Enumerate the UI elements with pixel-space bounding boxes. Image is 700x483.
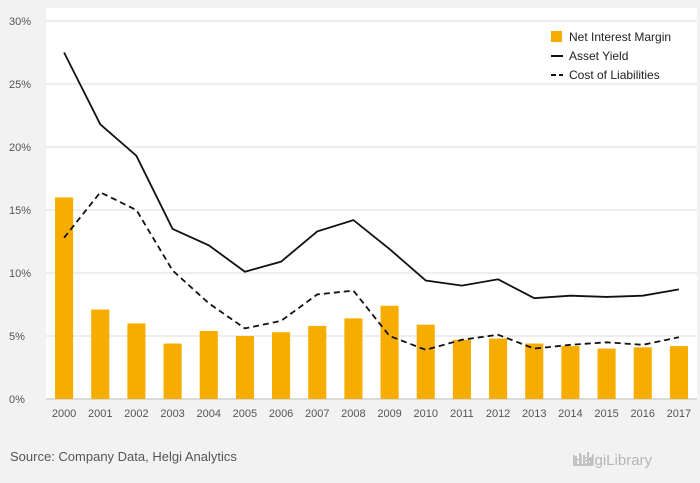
bar <box>380 305 399 399</box>
x-tick-label: 2012 <box>486 408 510 420</box>
bar <box>597 348 616 399</box>
legend-label-net-interest-margin: Net Interest Margin <box>569 30 671 44</box>
legend-label-cost-of-liabilities: Cost of Liabilities <box>569 68 660 82</box>
y-tick-label: 5% <box>9 331 25 343</box>
x-tick-label: 2013 <box>522 408 546 420</box>
x-tick-label: 2007 <box>305 408 329 420</box>
bar <box>55 197 74 399</box>
bar <box>344 318 363 399</box>
x-tick-label: 2008 <box>341 408 365 420</box>
library-building-icon <box>573 452 593 466</box>
x-tick-label: 2001 <box>88 408 112 420</box>
x-tick-label: 2005 <box>233 408 257 420</box>
bar <box>272 332 291 399</box>
bar <box>127 323 146 399</box>
y-tick-label: 15% <box>9 205 31 217</box>
bar-series <box>55 197 688 399</box>
x-tick-label: 2010 <box>414 408 438 420</box>
y-tick-label: 30% <box>9 16 31 28</box>
x-axis: 2000 2001 2002 2003 2004 2005 2006 2007 2008 2009… <box>52 408 691 420</box>
bar <box>669 346 688 399</box>
x-tick-label: 2002 <box>124 408 148 420</box>
bar <box>525 343 544 399</box>
bar <box>633 347 652 399</box>
x-tick-label: 2000 <box>52 408 76 420</box>
bar <box>561 346 580 399</box>
y-tick-label: 25% <box>9 79 31 91</box>
bar <box>163 343 182 399</box>
y-axis: 0% 5% 10% 15% 20% 25% 30% <box>9 16 31 406</box>
x-tick-label: 2009 <box>377 408 401 420</box>
bar <box>91 309 110 399</box>
cost-of-liabilities-line <box>63 191 680 351</box>
x-tick-label: 2011 <box>450 408 474 420</box>
bar <box>199 330 218 399</box>
x-tick-label: 2014 <box>558 408 582 420</box>
bar <box>452 339 471 399</box>
legend-swatch-net-interest-margin <box>551 31 562 42</box>
source-note: Source: Company Data, Helgi Analytics <box>10 449 237 464</box>
asset-yield-line <box>63 52 680 300</box>
x-tick-label: 2006 <box>269 408 293 420</box>
grid-layer <box>46 20 697 400</box>
x-tick-label: 2015 <box>594 408 618 420</box>
legend-label-asset-yield: Asset Yield <box>569 49 628 63</box>
x-tick-label: 2003 <box>160 408 184 420</box>
plot-background <box>46 8 697 399</box>
x-tick-label: 2017 <box>667 408 691 420</box>
y-tick-label: 20% <box>9 142 31 154</box>
bar <box>235 336 254 399</box>
y-tick-label: 0% <box>9 394 25 406</box>
legend: Net Interest Margin Asset Yield Cost of … <box>551 30 671 82</box>
x-tick-label: 2016 <box>631 408 655 420</box>
bar <box>308 325 327 399</box>
bar <box>489 338 508 399</box>
line-series <box>63 52 680 351</box>
bar <box>416 324 435 399</box>
x-tick-label: 2004 <box>197 408 221 420</box>
y-tick-label: 10% <box>9 268 31 280</box>
helgi-library-logo: HelgiLibrary <box>572 449 652 471</box>
